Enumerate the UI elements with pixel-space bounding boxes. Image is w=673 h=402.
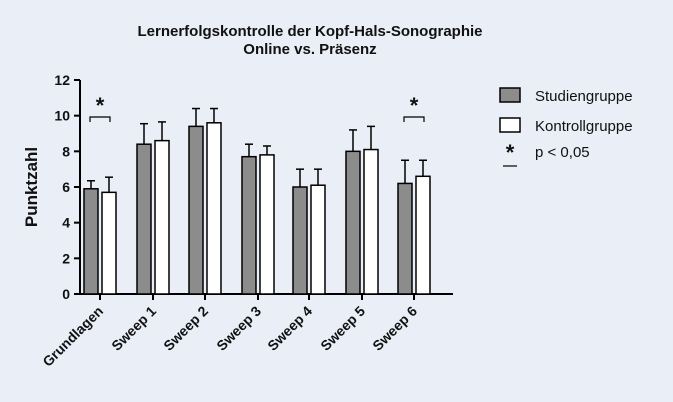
significance-marker: * bbox=[410, 93, 419, 118]
bar-studiengruppe bbox=[241, 155, 257, 295]
significance-bracket bbox=[89, 116, 111, 122]
bar-kontrollgruppe bbox=[310, 184, 326, 295]
y-tick-label: 12 bbox=[54, 72, 70, 88]
y-tick-label: 6 bbox=[62, 179, 70, 195]
bar-kontrollgruppe bbox=[415, 175, 431, 295]
x-tick-label: Grundlagen bbox=[39, 303, 106, 370]
legend-label-studiengruppe: Studiengruppe bbox=[535, 88, 633, 105]
bar-studiengruppe bbox=[83, 188, 99, 295]
bar-studiengruppe bbox=[292, 186, 308, 295]
bar-studiengruppe bbox=[136, 143, 152, 295]
bar-studiengruppe bbox=[397, 182, 413, 295]
legend-significance-label: p < 0,05 bbox=[535, 144, 590, 161]
bar-studiengruppe bbox=[188, 125, 204, 295]
chart-title-line-2: Online vs. Präsenz bbox=[243, 41, 377, 58]
significance-marker: * bbox=[96, 93, 105, 118]
bar-studiengruppe bbox=[345, 150, 361, 295]
x-tick-label: Sweep 3 bbox=[213, 303, 264, 354]
x-tick-label: Sweep 5 bbox=[317, 303, 368, 354]
x-tick-label: Sweep 6 bbox=[369, 303, 420, 354]
y-tick-label: 4 bbox=[62, 215, 70, 231]
x-tick-label: Sweep 1 bbox=[108, 303, 159, 354]
y-tick-label: 0 bbox=[62, 286, 70, 302]
y-tick-label: 10 bbox=[54, 108, 70, 124]
y-tick-label: 8 bbox=[62, 143, 70, 159]
y-axis-label: Punktzahl bbox=[22, 147, 41, 227]
bar-kontrollgruppe bbox=[154, 139, 170, 295]
chart-title-line-1: Lernerfolgskontrolle der Kopf-Hals-Sonog… bbox=[137, 23, 483, 40]
x-tick-label: Sweep 2 bbox=[160, 303, 211, 354]
bar-kontrollgruppe bbox=[206, 122, 222, 295]
legend-swatch-studiengruppe bbox=[499, 87, 521, 103]
legend-significance-symbol: * bbox=[506, 140, 515, 165]
bar-kontrollgruppe bbox=[363, 148, 379, 295]
legend-label-kontrollgruppe: Kontrollgruppe bbox=[535, 118, 633, 135]
x-tick-label: Sweep 4 bbox=[264, 303, 315, 354]
significance-bracket bbox=[403, 116, 425, 122]
bar-kontrollgruppe bbox=[259, 154, 275, 295]
legend-swatch-kontrollgruppe bbox=[499, 117, 521, 133]
y-tick-label: 2 bbox=[62, 250, 70, 266]
bar-kontrollgruppe bbox=[101, 191, 117, 295]
